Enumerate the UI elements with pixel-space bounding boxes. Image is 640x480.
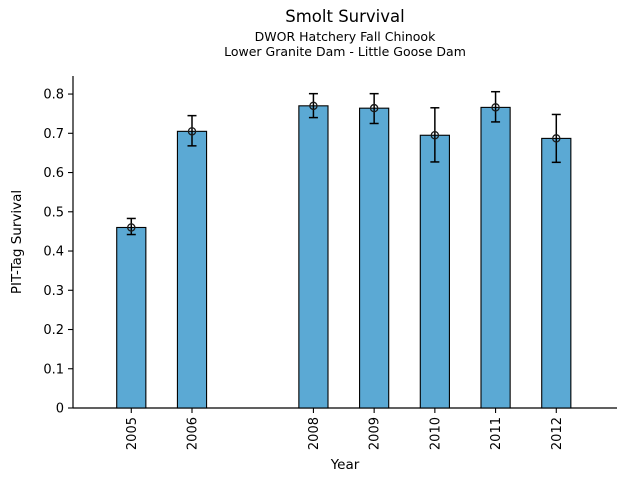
chart-subtitle-line2: Lower Granite Dam - Little Goose Dam [224, 43, 466, 59]
bar-2006 [176, 130, 208, 409]
bar-2008 [298, 105, 329, 409]
x-tick-label: 2012 [550, 417, 565, 450]
x-tick-label: 2010 [428, 417, 443, 450]
mean-marker-2008 [309, 101, 318, 111]
y-tick-label: 0.6 [43, 166, 64, 181]
mean-marker-2005 [127, 223, 136, 232]
chart-subtitle-line1: DWOR Hatchery Fall Chinook [254, 28, 436, 44]
y-tick-label: 0.2 [43, 323, 64, 338]
x-axis-label: Year [330, 457, 360, 473]
x-tick-label: 2011 [489, 417, 504, 450]
y-tick-label: 0.1 [43, 362, 64, 377]
x-tick-label: 2006 [186, 417, 201, 450]
y-tick-label: 0.4 [43, 245, 64, 260]
mean-marker-2012 [552, 134, 561, 143]
y-tick-label: 0.8 [43, 88, 64, 103]
x-tick-label: 2009 [368, 417, 383, 450]
mean-marker-2006 [187, 127, 197, 136]
bar-2009 [359, 107, 390, 409]
x-tick-label: 2008 [307, 417, 322, 450]
mean-marker-2011 [491, 103, 500, 112]
mean-marker-2009 [369, 103, 379, 113]
mean-marker-2010 [430, 131, 440, 140]
chart-header: Smolt Survival DWOR Hatchery Fall Chinoo… [73, 7, 617, 59]
y-tick-label: 0 [56, 402, 64, 417]
y-axis-label: PIT-Tag Survival [9, 189, 25, 295]
y-tick-label: 0.3 [43, 284, 64, 299]
bar-2012 [541, 137, 572, 409]
bar-2005 [116, 226, 147, 409]
y-tick-label: 0.7 [43, 127, 64, 142]
y-tick-label: 0.5 [43, 205, 64, 220]
x-tick-label: 2005 [125, 417, 140, 450]
chart-title: Smolt Survival [285, 7, 405, 26]
bar-2010 [419, 134, 450, 409]
bar-2011 [480, 106, 511, 409]
